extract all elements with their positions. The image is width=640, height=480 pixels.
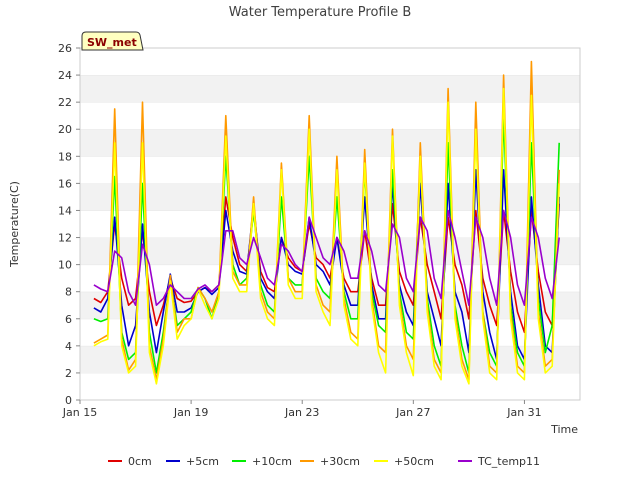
x-tick-label: Jan 15 [62,406,97,419]
series-lines [93,60,560,385]
chart-title: Water Temperature Profile B [229,5,412,20]
y-tick-label: 18 [58,150,72,163]
y-tick-label: 22 [58,96,72,109]
x-axis-label: Time [550,423,578,436]
legend-item: +30cm [300,455,360,468]
station-badge: SW_met [81,31,144,51]
legend-label: +10cm [252,455,292,468]
y-tick-label: 10 [58,259,72,272]
y-tick-label: 2 [65,367,72,380]
y-tick-label: 6 [65,313,72,326]
y-axis-label: Temperature(C) [8,181,21,268]
y-tick-label: 24 [58,69,72,82]
grid-band [80,102,580,130]
grid-band [80,75,580,103]
legend: 0cm +5cm +10cm +30cm +50cm TC_temp11 [108,455,540,468]
legend-label: +5cm [186,455,219,468]
x-axis: Jan 15 Jan 19 Jan 23 Jan 27 Jan 31 [62,400,542,419]
grid-band [80,129,580,157]
legend-label: 0cm [128,455,152,468]
legend-item: 0cm [108,455,152,468]
y-tick-label: 12 [58,232,72,245]
x-tick-label: Jan 31 [506,406,541,419]
series-line-tctemp11 [93,209,560,307]
y-tick-label: 16 [58,177,72,190]
legend-label: TC_temp11 [477,455,540,468]
x-tick-label: Jan 27 [395,406,430,419]
y-tick-label: 4 [65,340,72,353]
y-tick-label: 20 [58,123,72,136]
y-tick-label: 26 [58,42,72,55]
badge-shape [81,31,144,51]
legend-item: +50cm [374,455,434,468]
y-tick-label: 8 [65,286,72,299]
x-tick-label: Jan 23 [284,406,319,419]
plot-frame [79,47,581,401]
y-tick-label: 0 [65,394,72,407]
series-line-50cm [93,87,560,385]
legend-item: +10cm [232,455,292,468]
x-tick-label: Jan 19 [173,406,208,419]
grid-band [80,210,580,238]
grid-band [80,48,580,76]
legend-label: +30cm [320,455,360,468]
legend-item: TC_temp11 [458,455,540,468]
grid-band [80,237,580,265]
y-tick-label: 14 [58,204,72,217]
badge-text: SW_met [87,36,137,49]
grid-band [80,183,580,211]
legend-item: +5cm [166,455,219,468]
legend-label: +50cm [394,455,434,468]
grid-band [80,156,580,184]
